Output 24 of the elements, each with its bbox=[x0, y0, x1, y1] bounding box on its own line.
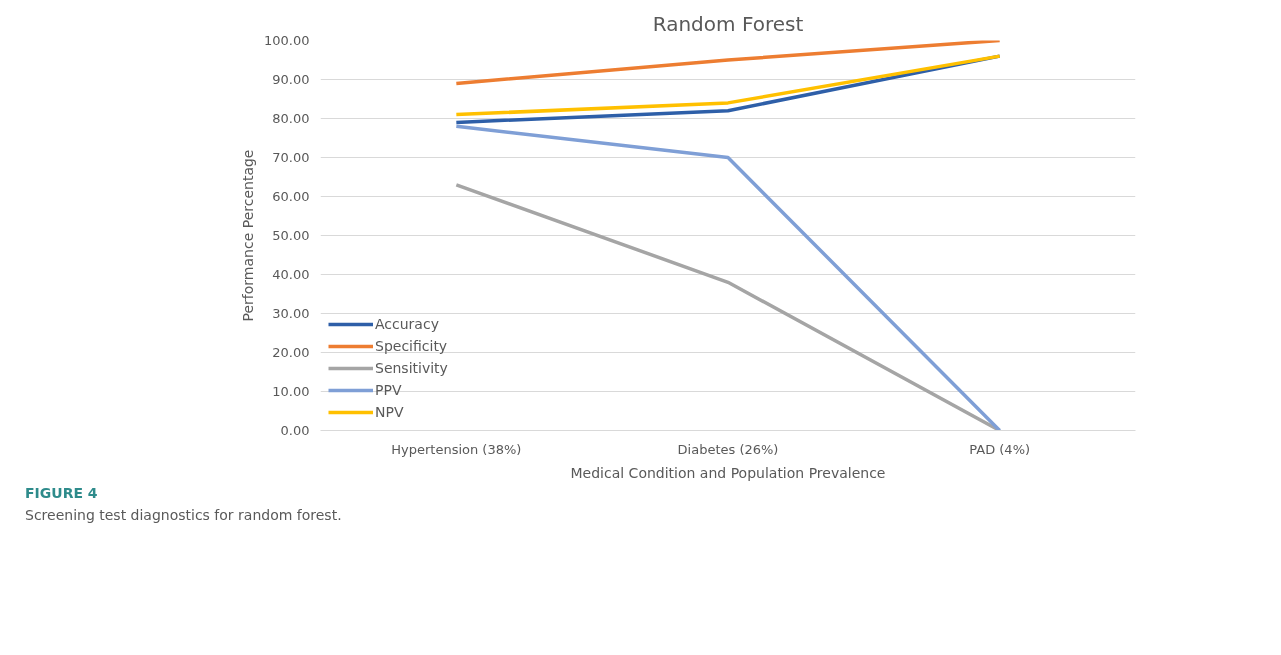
chart-title: Random Forest bbox=[652, 11, 804, 36]
x-tick-label: Diabetes (26%) bbox=[677, 441, 779, 457]
legend-label: Specificity bbox=[375, 338, 448, 354]
text: Screening test diagnostics for random forest. bbox=[25, 506, 342, 525]
y-axis-title: Performance Percentage bbox=[240, 149, 257, 322]
y-tick-label: 80.00 bbox=[272, 111, 310, 126]
x-tick-label: PAD (4%) bbox=[969, 441, 1031, 457]
y-tick-label: 50.00 bbox=[272, 228, 310, 243]
y-tick-label: 90.00 bbox=[272, 72, 310, 87]
legend-label: Accuracy bbox=[375, 316, 439, 332]
y-tick-label: 100.00 bbox=[264, 33, 310, 48]
legend-label: Sensitivity bbox=[375, 360, 448, 376]
y-tick-label: 60.00 bbox=[272, 189, 310, 204]
y-tick-label: 40.00 bbox=[272, 267, 310, 282]
y-tick-label: 0.00 bbox=[280, 423, 310, 438]
y-tick-label: 30.00 bbox=[272, 306, 310, 321]
y-tick-label: 70.00 bbox=[272, 150, 310, 165]
legend-label: PPV bbox=[375, 382, 402, 398]
x-tick-label: Hypertension (38%) bbox=[391, 441, 522, 457]
x-axis-title: Medical Condition and Population Prevalence bbox=[570, 464, 886, 481]
caption: FIGURE 4 bbox=[25, 484, 98, 503]
y-tick-label: 10.00 bbox=[272, 384, 310, 399]
y-tick-label: 20.00 bbox=[272, 345, 310, 360]
legend-label: NPV bbox=[375, 404, 404, 420]
